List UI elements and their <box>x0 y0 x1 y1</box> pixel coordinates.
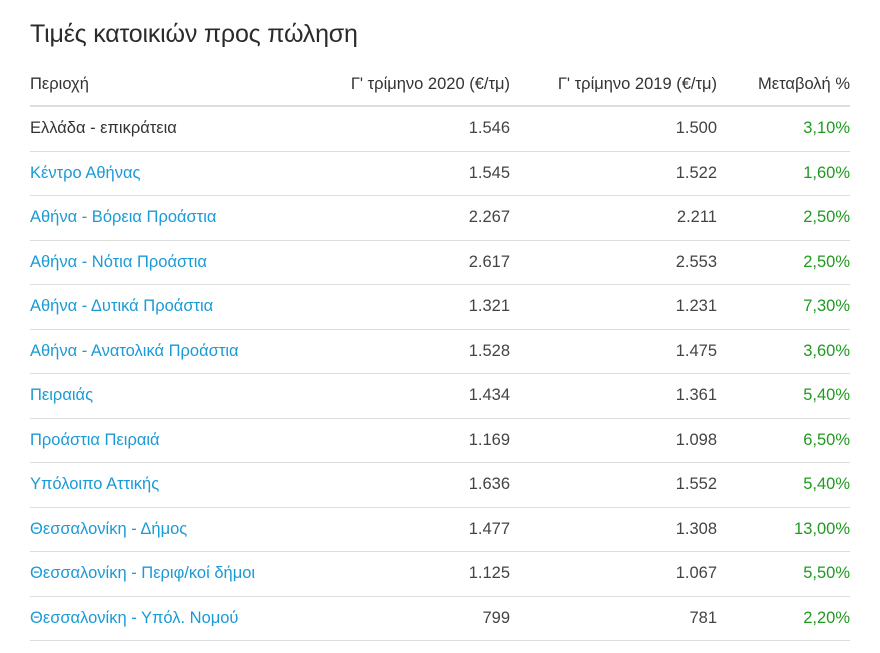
price-q3-2020: 1.545 <box>330 151 510 196</box>
change-percent: 2,20% <box>717 596 850 641</box>
change-percent: 2,50% <box>717 195 850 241</box>
table-row: Αθήνα - Δυτικά Προάστια 1.321 1.231 7,30% <box>30 284 850 330</box>
price-q3-2019: 781 <box>510 596 717 641</box>
region-link[interactable]: Αθήνα - Δυτικά Προάστια <box>30 284 330 330</box>
region-label: Ελλάδα - επικράτεια <box>30 106 330 152</box>
price-q3-2020: 1.169 <box>330 418 510 463</box>
price-q3-2019: 2.211 <box>510 195 717 241</box>
table-row: Υπόλοιπο Αττικής 1.636 1.552 5,40% <box>30 462 850 508</box>
price-q3-2019: 1.308 <box>510 507 717 552</box>
table-row: Αθήνα - Νότια Προάστια 2.617 2.553 2,50% <box>30 240 850 285</box>
change-percent: 1,60% <box>717 151 850 196</box>
change-percent: 6,50% <box>717 418 850 463</box>
price-q3-2020: 1.321 <box>330 284 510 330</box>
price-q3-2020: 1.636 <box>330 462 510 508</box>
table-row: Θεσσαλονίκη - Υπόλ. Νομού 799 781 2,20% <box>30 596 850 641</box>
table-row: Κέντρο Αθήνας 1.545 1.522 1,60% <box>30 151 850 196</box>
price-q3-2020: 2.267 <box>330 195 510 241</box>
region-link[interactable]: Κέντρο Αθήνας <box>30 151 330 196</box>
column-header-q3-2020: Γ' τρίμηνο 2020 (€/τμ) <box>330 63 510 107</box>
table-row: Θεσσαλονίκη - Περιφ/κοί δήμοι 1.125 1.067 5… <box>30 551 850 597</box>
change-percent: 3,10% <box>717 106 850 152</box>
region-link[interactable]: Θεσσαλονίκη - Υπόλ. Νομού <box>30 596 330 641</box>
price-q3-2020: 1.528 <box>330 329 510 374</box>
price-q3-2019: 1.522 <box>510 151 717 196</box>
change-percent: 5,40% <box>717 373 850 419</box>
change-percent: 5,40% <box>717 462 850 508</box>
table-row: Αθήνα - Ανατολικά Προάστια 1.528 1.475 3,60… <box>30 329 850 374</box>
region-link[interactable]: Αθήνα - Ανατολικά Προάστια <box>30 329 330 374</box>
table-row: Θεσσαλονίκη - Δήμος 1.477 1.308 13,00% <box>30 507 850 552</box>
column-header-q3-2019: Γ' τρίμηνο 2019 (€/τμ) <box>510 63 717 107</box>
change-percent: 5,50% <box>717 551 850 597</box>
price-q3-2019: 2.553 <box>510 240 717 285</box>
column-header-region: Περιοχή <box>30 63 330 107</box>
price-q3-2020: 2.617 <box>330 240 510 285</box>
price-q3-2019: 1.098 <box>510 418 717 463</box>
price-q3-2019: 1.500 <box>510 106 717 152</box>
region-link[interactable]: Υπόλοιπο Αττικής <box>30 462 330 508</box>
region-link[interactable]: Αθήνα - Βόρεια Προάστια <box>30 195 330 241</box>
change-percent: 13,00% <box>717 507 850 552</box>
table-row: Προάστια Πειραιά 1.169 1.098 6,50% <box>30 418 850 463</box>
price-q3-2020: 1.434 <box>330 373 510 419</box>
region-link[interactable]: Θεσσαλονίκη - Δήμος <box>30 507 330 552</box>
table-row: Αθήνα - Βόρεια Προάστια 2.267 2.211 2,50% <box>30 195 850 241</box>
price-q3-2020: 1.125 <box>330 551 510 597</box>
table-row: Ελλάδα - επικράτεια 1.546 1.500 3,10% <box>30 106 850 152</box>
price-q3-2019: 1.475 <box>510 329 717 374</box>
change-percent: 7,30% <box>717 284 850 330</box>
region-link[interactable]: Αθήνα - Νότια Προάστια <box>30 240 330 285</box>
table-row: Πειραιάς 1.434 1.361 5,40% <box>30 373 850 419</box>
table-header-row: Περιοχή Γ' τρίμηνο 2020 (€/τμ) Γ' τρίμην… <box>30 63 850 107</box>
region-link[interactable]: Προάστια Πειραιά <box>30 418 330 463</box>
price-q3-2020: 1.477 <box>330 507 510 552</box>
column-header-change: Μεταβολή % <box>717 63 850 107</box>
page-title: Τιμές κατοικιών προς πώληση <box>30 20 358 48</box>
region-link[interactable]: Θεσσαλονίκη - Περιφ/κοί δήμοι <box>30 551 330 597</box>
region-link[interactable]: Πειραιάς <box>30 373 330 419</box>
prices-table: Περιοχή Γ' τρίμηνο 2020 (€/τμ) Γ' τρίμην… <box>30 63 850 641</box>
price-q3-2020: 1.546 <box>330 106 510 152</box>
price-q3-2019: 1.067 <box>510 551 717 597</box>
price-q3-2020: 799 <box>330 596 510 641</box>
change-percent: 3,60% <box>717 329 850 374</box>
price-q3-2019: 1.361 <box>510 373 717 419</box>
price-q3-2019: 1.231 <box>510 284 717 330</box>
change-percent: 2,50% <box>717 240 850 285</box>
price-q3-2019: 1.552 <box>510 462 717 508</box>
